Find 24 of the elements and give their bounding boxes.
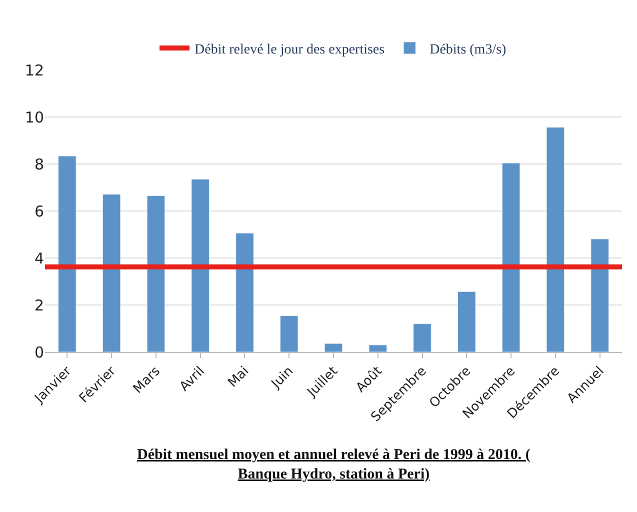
y-tick-label: 6	[34, 202, 44, 220]
bar	[502, 162, 520, 352]
bar	[191, 179, 210, 352]
bar	[324, 343, 343, 352]
bar	[146, 195, 166, 352]
bar	[102, 194, 121, 352]
bar	[413, 324, 432, 352]
bar	[590, 238, 609, 352]
x-tick-label: Mai	[225, 364, 252, 391]
bar	[368, 344, 388, 352]
y-tick-label: 12	[24, 61, 44, 80]
legend-label: Débits (m3/s)	[430, 42, 507, 58]
text: Débit mensuel moyen et annuel relevé à Peri de 1999 à 2010. (Banque Hydro, station à Peri)	[137, 447, 530, 482]
bar	[546, 127, 565, 352]
y-tick-label: 8	[34, 155, 44, 174]
y-tick-label: 2	[34, 296, 44, 314]
y-tick-label: 4	[34, 249, 44, 268]
legend-label: Débit relevé le jour des expertises	[194, 42, 385, 58]
bar	[58, 156, 76, 352]
bar	[236, 232, 254, 352]
y-tick-label: 0	[34, 343, 44, 362]
bar	[458, 291, 476, 352]
bar	[280, 316, 298, 352]
y-tick-label: 10	[24, 108, 44, 126]
